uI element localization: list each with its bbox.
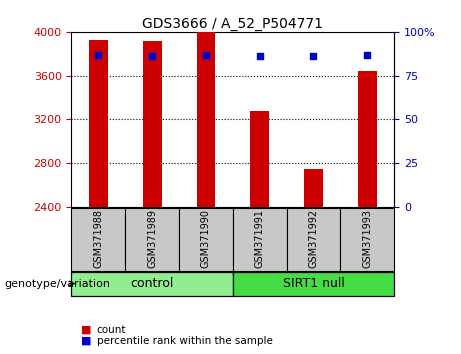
Bar	[196, 33, 215, 207]
Text: GSM371988: GSM371988	[93, 209, 103, 268]
Point	[148, 53, 156, 59]
Point	[256, 53, 263, 59]
Point	[95, 52, 102, 57]
Text: ■: ■	[81, 325, 91, 335]
Text: SIRT1 null: SIRT1 null	[283, 277, 344, 290]
Bar	[125, 208, 179, 271]
Bar	[233, 272, 394, 296]
Text: GSM371993: GSM371993	[362, 209, 372, 268]
Bar	[287, 208, 340, 271]
Bar	[143, 41, 161, 207]
Text: GSM371989: GSM371989	[147, 209, 157, 268]
Bar	[340, 208, 394, 271]
Text: count: count	[97, 325, 126, 335]
Text: GSM371991: GSM371991	[254, 209, 265, 268]
Title: GDS3666 / A_52_P504771: GDS3666 / A_52_P504771	[142, 17, 323, 31]
Text: percentile rank within the sample: percentile rank within the sample	[97, 336, 273, 346]
Bar	[358, 71, 377, 207]
Text: GSM371992: GSM371992	[308, 209, 319, 268]
Bar	[250, 111, 269, 207]
Point	[310, 53, 317, 59]
Point	[364, 52, 371, 57]
Text: ■: ■	[81, 336, 91, 346]
Bar	[304, 169, 323, 207]
Point	[202, 52, 210, 57]
Bar	[71, 208, 125, 271]
Text: control: control	[130, 277, 174, 290]
Bar	[179, 208, 233, 271]
Bar	[71, 272, 233, 296]
Bar	[89, 40, 108, 207]
Bar	[233, 208, 287, 271]
Text: genotype/variation: genotype/variation	[5, 279, 111, 289]
Text: GSM371990: GSM371990	[201, 209, 211, 268]
